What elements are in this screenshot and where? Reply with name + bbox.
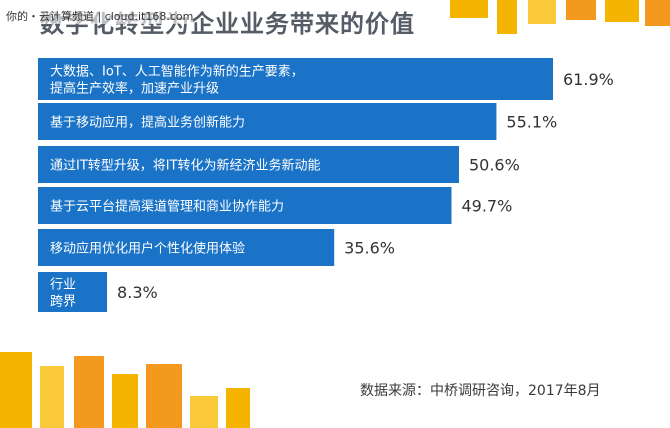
value-label: 49.7% (461, 197, 512, 216)
value-label: 61.9% (563, 70, 614, 89)
deco-block (528, 0, 556, 24)
category-label: 通过IT转型升级，将IT转化为新经济业务新动能 (50, 158, 321, 174)
value-label: 55.1% (506, 113, 557, 132)
data-source: 数据来源：中桥调研咨询，2017年8月 (360, 383, 601, 399)
deco-block (74, 356, 104, 428)
bar (38, 272, 108, 312)
deco-block (605, 0, 639, 22)
bar (38, 229, 335, 266)
value-label: 35.6% (344, 239, 395, 258)
deco-block (190, 396, 218, 428)
deco-block (226, 388, 250, 428)
category-label: 提高生产效率，加速产业升级 (50, 81, 219, 97)
deco-block (146, 364, 182, 428)
category-label: 跨界 (50, 295, 76, 310)
category-label: 移动应用优化用户个性化使用体验 (50, 241, 245, 257)
deco-block (497, 0, 517, 34)
category-label: 大数据、IoT、人工智能作为新的生产要素， (50, 64, 304, 80)
value-label: 50.6% (469, 156, 520, 175)
category-label: 行业 (50, 278, 76, 293)
watermark: 你的・云计算频道 | cloud.it168.com (6, 8, 194, 24)
deco-block (645, 0, 670, 26)
bar (38, 103, 497, 140)
deco-block (40, 366, 64, 428)
bar (38, 187, 452, 224)
deco-block (450, 0, 488, 18)
deco-block (112, 374, 138, 428)
bar (38, 146, 459, 183)
category-label: 基于移动应用，提高业务创新能力 (50, 115, 245, 131)
category-label: 基于云平台提高渠道管理和商业协作能力 (50, 199, 284, 215)
deco-block (566, 0, 596, 20)
value-label: 8.3% (117, 283, 158, 302)
deco-block (0, 352, 32, 428)
bar (38, 58, 553, 100)
